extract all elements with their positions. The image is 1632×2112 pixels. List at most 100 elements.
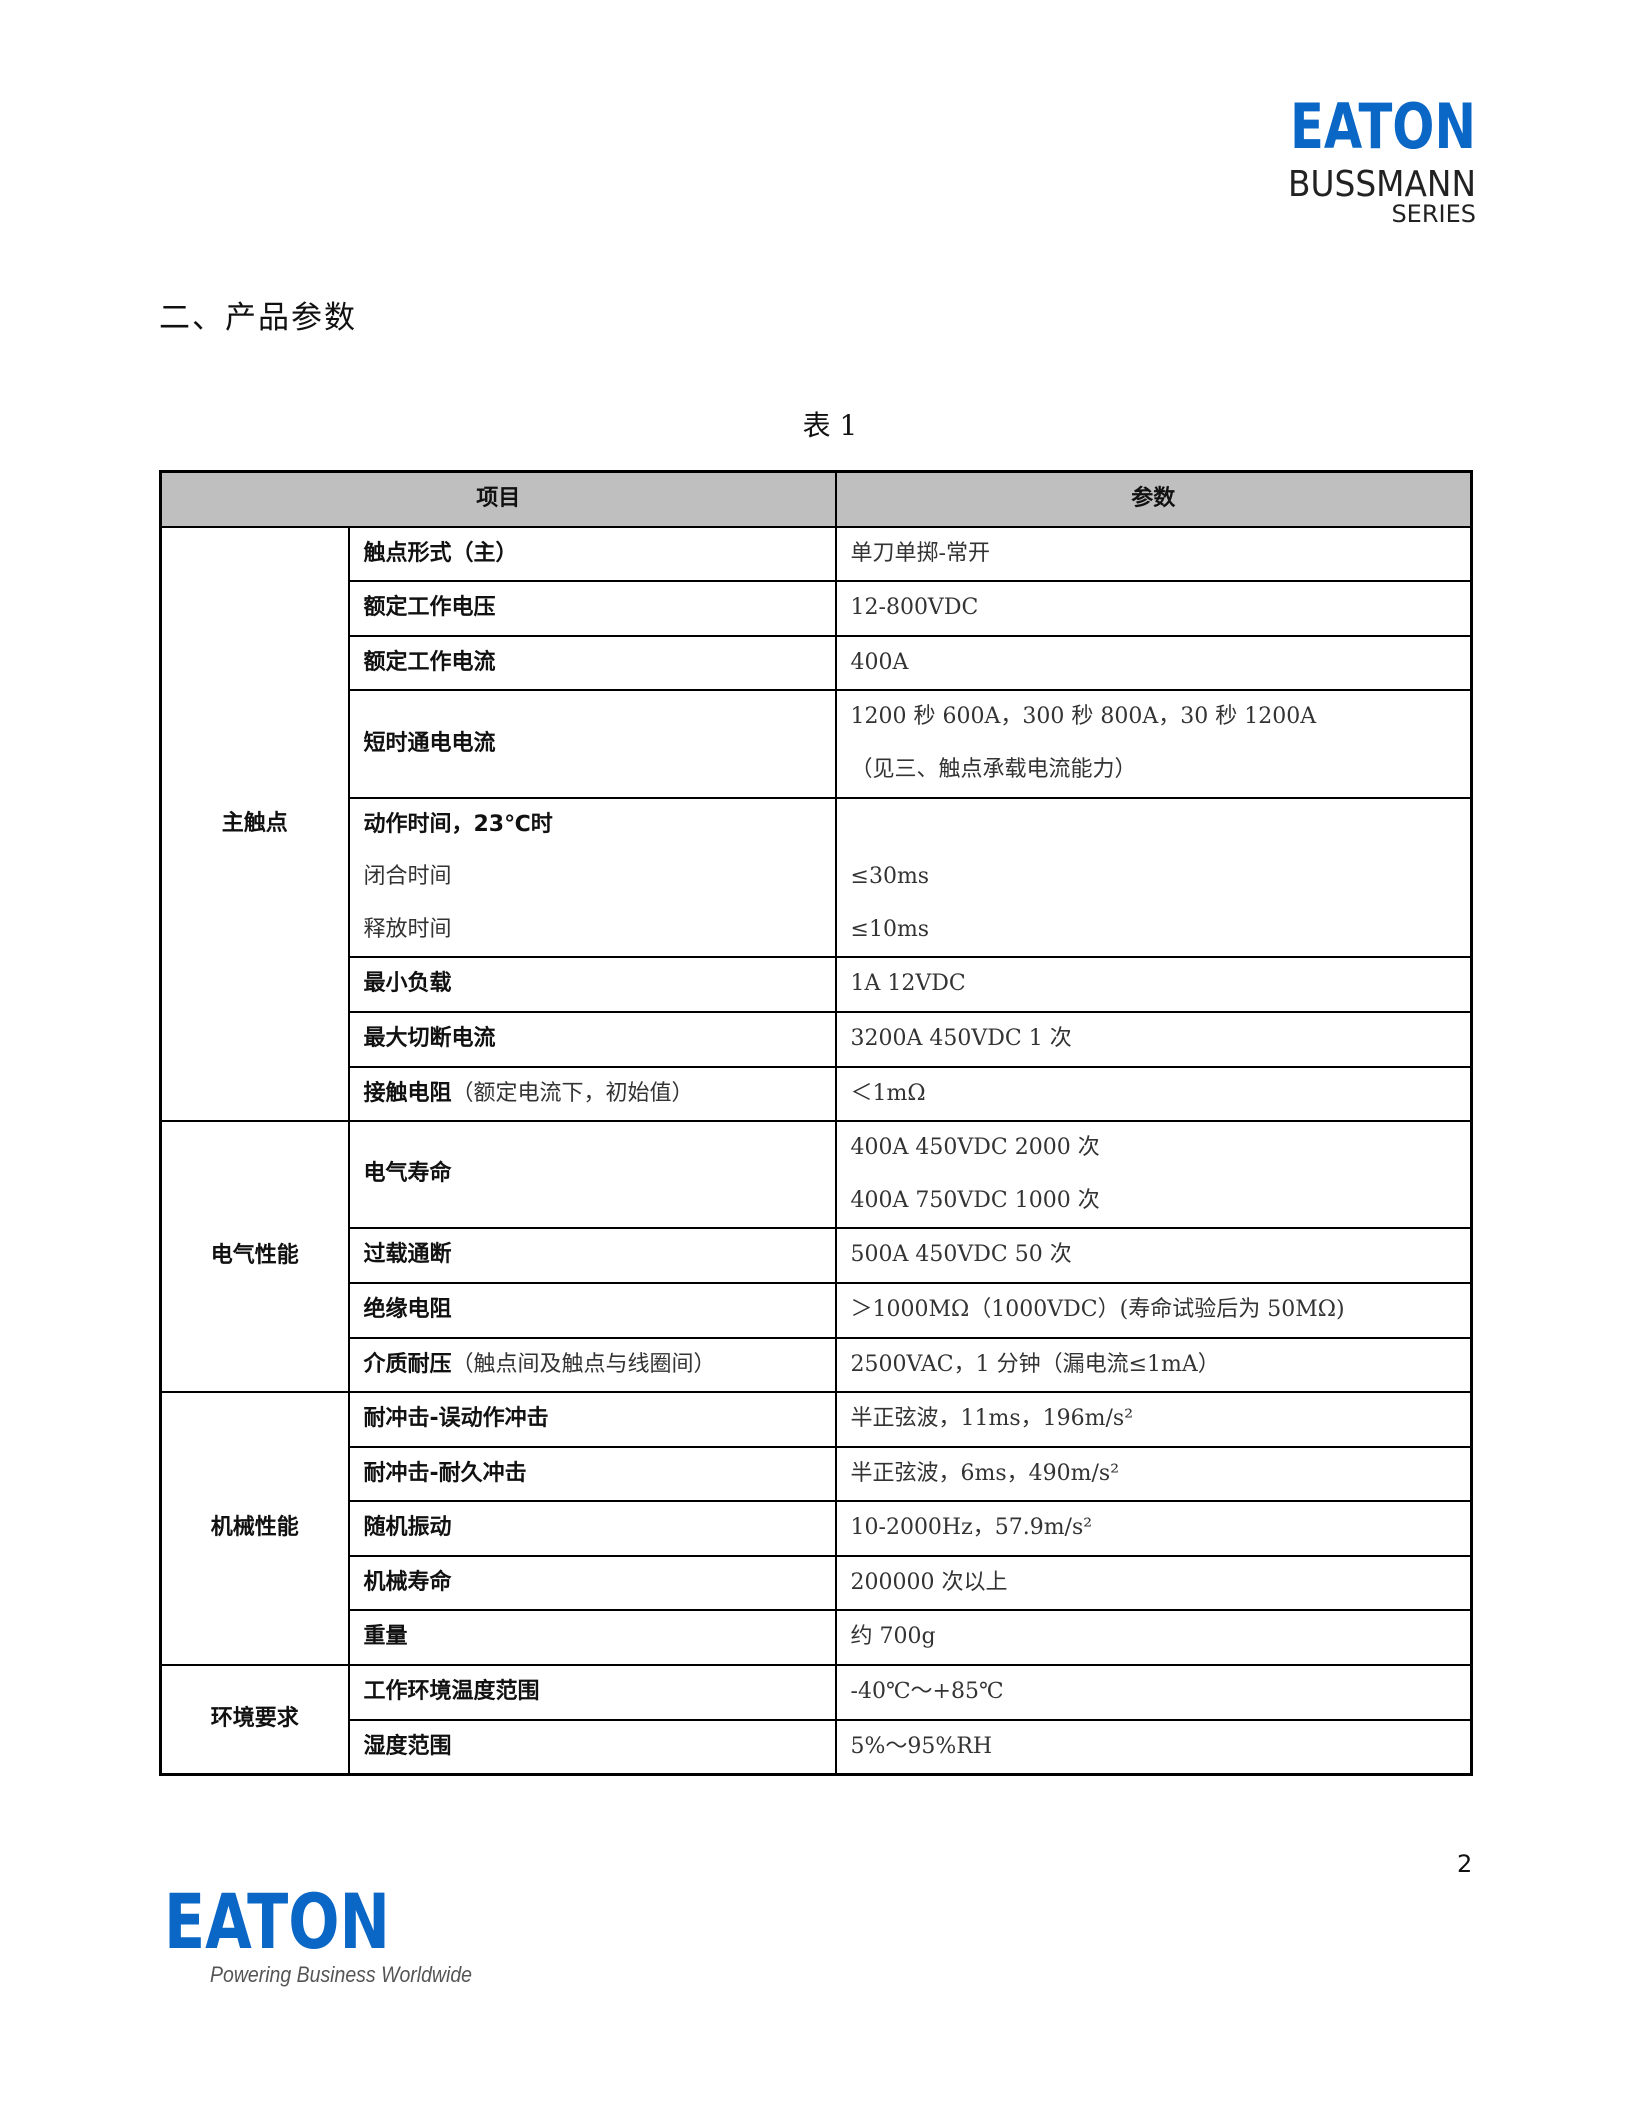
- parameter-table: 项目 参数 主触点 触点形式（主） 单刀单掷-常开 额定工作电压 12-800VDC 额定…: [159, 470, 1473, 1777]
- value-line: ≤10ms: [850, 916, 930, 942]
- item-name: 短时通电电流: [363, 730, 496, 756]
- item-label: 耐冲击-耐久冲击: [364, 1448, 821, 1501]
- item-name: 电气寿命: [363, 1161, 452, 1187]
- item-label: 重量: [364, 1611, 821, 1664]
- category-cell: 机械性能: [159, 1391, 350, 1667]
- value-line: 1A 12VDC: [850, 971, 966, 997]
- item-name: 过载通断: [363, 1242, 452, 1268]
- value-line: 400A: [850, 649, 909, 675]
- table-row: 主触点 触点形式（主） 单刀单掷-常开: [159, 525, 1473, 1123]
- value-cell: 10-2000Hz，57.9m/s²: [834, 1500, 1473, 1557]
- item-label-cell: 重量: [347, 1609, 837, 1667]
- value-cell: 2500VAC，1 分钟（漏电流≤1mA）: [834, 1336, 1473, 1394]
- item-label-cell: 额定工作电压: [347, 580, 837, 637]
- eaton-bussmann-logo: EATON BUSSMANN SERIES: [1288, 90, 1476, 228]
- item-name: 接触电阻: [363, 1080, 452, 1106]
- item-label-cell: 电气寿命: [347, 1120, 837, 1230]
- value-cell: ≤30ms ≤10ms: [834, 796, 1473, 959]
- value-line: 10-2000Hz，57.9m/s²: [850, 1515, 1093, 1541]
- value-line: 400A 750VDC 1000 次: [850, 1187, 1100, 1213]
- item-name: 机械寿命: [363, 1569, 452, 1595]
- table-body: 主触点 触点形式（主） 单刀单掷-常开 额定工作电压 12-800VDC 额定工作电流 40…: [159, 525, 1473, 1776]
- item-label-cell: 机械寿命: [347, 1554, 837, 1612]
- value-cell: 1A 12VDC: [834, 956, 1473, 1013]
- item-label: 耐冲击-误动作冲击: [364, 1393, 821, 1446]
- item-label: 最小负载: [364, 958, 821, 1011]
- item-label-cell: 湿度范围: [347, 1718, 837, 1776]
- item-label: 电气寿命: [364, 1148, 821, 1201]
- value-cell: 5%～95%RH: [834, 1718, 1473, 1776]
- item-label: 动作时间，23℃时: [364, 799, 821, 852]
- value-line: 半正弦波，11ms，196m/s²: [850, 1406, 1134, 1432]
- item-name: 耐冲击-耐久冲击: [363, 1460, 527, 1486]
- value-line: ＜1mΩ: [850, 1080, 926, 1106]
- item-label: 随机振动: [364, 1502, 821, 1555]
- table-row: 最大切断电流 3200A 450VDC 1 次: [161, 1010, 1473, 1068]
- item-name: 最大切断电流: [363, 1025, 496, 1051]
- table-row: 动作时间，23℃时 闭合时间释放时间 ≤30ms ≤10ms: [161, 796, 1473, 959]
- value-line: 约 700g: [850, 1624, 936, 1650]
- table-row: 环境要求 工作环境温度范围 -40℃～+85℃: [159, 1664, 1473, 1776]
- item-label-cell: 耐冲击-耐久冲击: [347, 1445, 837, 1503]
- value-cell: 约 700g: [834, 1609, 1473, 1667]
- item-name: 额定工作电压: [363, 595, 496, 621]
- value-cell: ＞1000MΩ（1000VDC）(寿命试验后为 50MΩ): [834, 1281, 1473, 1339]
- table-row: 接触电阻（额定电流下，初始值） ＜1mΩ: [161, 1065, 1473, 1123]
- table-row: 介质耐压（触点间及触点与线圈间） 2500VAC，1 分钟（漏电流≤1mA）: [161, 1336, 1473, 1394]
- value-cell: 500A 450VDC 50 次: [834, 1227, 1473, 1284]
- value-line: 12-800VDC: [850, 595, 979, 621]
- sub-brand: BUSSMANN: [1288, 164, 1476, 205]
- value-cell: 400A 450VDC 2000 次 400A 750VDC 1000 次: [834, 1120, 1473, 1230]
- item-label: 工作环境温度范围: [364, 1666, 821, 1719]
- item-label-cell: 短时通电电流: [347, 689, 837, 799]
- item-label-cell: 绝缘电阻: [347, 1281, 837, 1339]
- logo-text: EATON: [1290, 90, 1476, 163]
- item-name: 介质耐压: [363, 1351, 452, 1377]
- table-row: 机械寿命 200000 次以上: [161, 1554, 1473, 1612]
- value-line: -40℃～+85℃: [850, 1679, 1004, 1705]
- table-row: 机械性能 耐冲击-误动作冲击 半正弦波，11ms，196m/s²: [159, 1391, 1473, 1667]
- item-label-cell: 耐冲击-误动作冲击: [347, 1391, 837, 1448]
- table-row: 绝缘电阻 ＞1000MΩ（1000VDC）(寿命试验后为 50MΩ): [161, 1281, 1473, 1339]
- category-cell: 电气性能: [159, 1120, 350, 1394]
- table-row: 耐冲击-耐久冲击 半正弦波，6ms，490m/s²: [161, 1445, 1473, 1503]
- value-line: [851, 799, 1456, 852]
- header-item: 项目: [159, 470, 837, 528]
- item-label-cell: 触点形式（主）: [347, 525, 837, 583]
- value-cell: 单刀单掷-常开: [834, 525, 1473, 583]
- value-line: 单刀单掷-常开: [850, 540, 990, 566]
- item-label: 绝缘电阻: [364, 1284, 821, 1337]
- table-row: 最小负载 1A 12VDC: [161, 956, 1473, 1013]
- item-sublabel: 释放时间: [363, 916, 452, 942]
- header-parameter: 参数: [834, 470, 1473, 528]
- item-label-cell: 介质耐压（触点间及触点与线圈间）: [347, 1336, 837, 1394]
- value-line: ≤30ms: [850, 864, 930, 890]
- value-cell: 半正弦波，6ms，490m/s²: [834, 1445, 1473, 1503]
- page-number: 2: [1457, 1850, 1473, 1878]
- value-cell: 12-800VDC: [834, 580, 1473, 637]
- item-label: 机械寿命: [364, 1557, 821, 1610]
- value-cell: 3200A 450VDC 1 次: [834, 1010, 1473, 1068]
- table-row: 湿度范围 5%～95%RH: [161, 1718, 1473, 1776]
- item-label: 额定工作电流: [364, 637, 821, 690]
- item-name: 动作时间，23℃时: [363, 811, 553, 837]
- table-row: 额定工作电压 12-800VDC: [161, 580, 1473, 637]
- value-line: 400A 450VDC 2000 次: [850, 1135, 1100, 1161]
- value-cell: -40℃～+85℃: [834, 1664, 1473, 1721]
- value-cell: 1200 秒 600A，300 秒 800A，30 秒 1200A （见三、触点承…: [834, 689, 1473, 799]
- item-label: 短时通电电流: [364, 718, 821, 771]
- item-note: （触点间及触点与线圈间）: [451, 1351, 716, 1377]
- value-line: 5%～95%RH: [850, 1733, 993, 1759]
- item-label-cell: 接触电阻（额定电流下，初始值）: [347, 1065, 837, 1123]
- item-sublabel: 闭合时间: [363, 864, 452, 890]
- table-row: 过载通断 500A 450VDC 50 次: [161, 1227, 1473, 1284]
- value-line: （见三、触点承载电流能力）: [850, 756, 1137, 782]
- item-label-cell: 动作时间，23℃时 闭合时间释放时间: [347, 796, 837, 959]
- item-label: 接触电阻（额定电流下，初始值）: [364, 1068, 821, 1121]
- tagline: Powering Business Worldwide: [210, 1962, 472, 1987]
- item-note: （额定电流下，初始值）: [451, 1080, 694, 1106]
- value-line: 1200 秒 600A，300 秒 800A，30 秒 1200A: [850, 704, 1317, 730]
- footer-logo-text: EATON: [164, 1880, 390, 1966]
- table-row: 电气性能 电气寿命 400A 450VDC 2000 次 400A 750VDC 10…: [159, 1120, 1473, 1394]
- eaton-footer-logo: EATON Powering Business Worldwide: [164, 1880, 472, 1987]
